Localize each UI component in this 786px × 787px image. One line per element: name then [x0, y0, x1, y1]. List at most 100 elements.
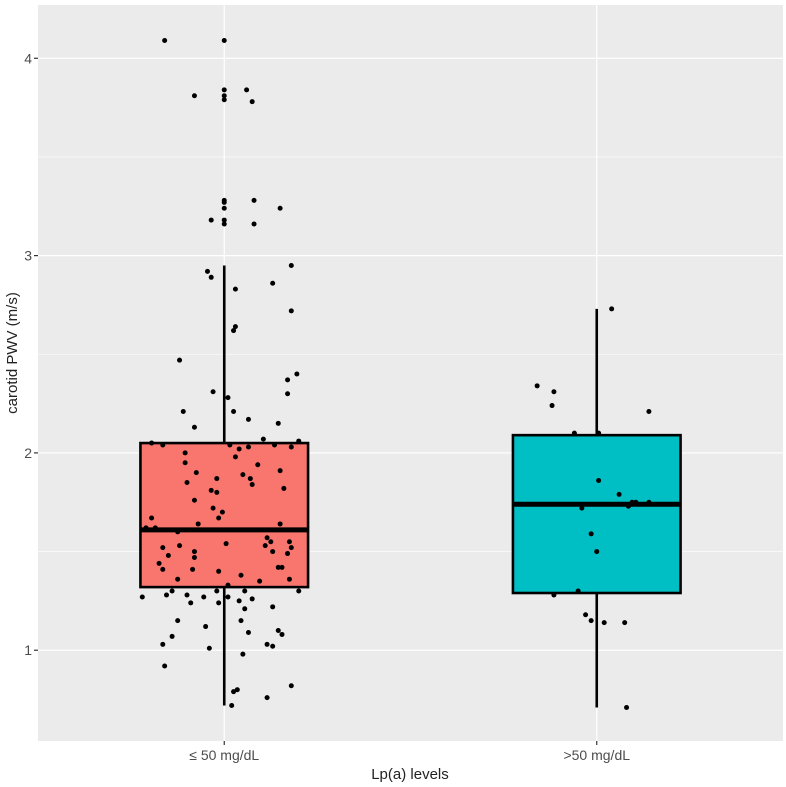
data-point — [160, 641, 166, 647]
data-point — [596, 478, 602, 484]
data-point — [219, 509, 225, 515]
data-point — [156, 560, 162, 566]
box-group — [511, 308, 682, 708]
data-point — [169, 633, 175, 639]
data-point — [191, 497, 197, 503]
data-point — [616, 491, 622, 497]
data-point — [579, 505, 585, 511]
data-point — [191, 554, 197, 560]
data-point — [270, 549, 276, 555]
data-point — [285, 391, 291, 397]
data-point — [191, 93, 197, 99]
data-point — [262, 543, 268, 549]
data-point — [296, 438, 302, 444]
data-point — [182, 460, 188, 466]
x-axis: ≤ 50 mg/dL >50 mg/dL — [189, 741, 630, 763]
data-point — [238, 618, 244, 624]
data-point — [191, 424, 197, 430]
data-point — [236, 598, 242, 604]
data-point — [288, 683, 294, 689]
data-point — [175, 529, 181, 535]
data-point — [229, 702, 235, 708]
data-point — [275, 564, 281, 570]
data-point — [216, 515, 222, 521]
data-point — [210, 505, 216, 511]
data-point — [232, 454, 238, 460]
data-point — [191, 549, 197, 555]
data-point — [175, 576, 181, 582]
data-point — [232, 324, 238, 330]
data-point — [277, 205, 283, 211]
data-point — [251, 197, 257, 203]
data-point — [260, 436, 266, 442]
data-point — [646, 408, 652, 414]
data-point — [625, 503, 631, 509]
data-point — [268, 539, 274, 545]
data-point — [184, 480, 190, 486]
data-point — [255, 462, 261, 468]
data-point — [231, 689, 237, 695]
data-point — [201, 594, 207, 600]
data-point — [594, 549, 600, 555]
data-point — [281, 485, 287, 491]
data-point — [629, 499, 635, 505]
data-point — [225, 395, 231, 401]
data-point — [162, 663, 168, 669]
data-point — [193, 470, 199, 476]
data-point — [221, 93, 227, 99]
y-tick-label: 4 — [24, 50, 32, 66]
data-point — [279, 564, 285, 570]
data-point — [551, 389, 557, 395]
data-point — [288, 444, 294, 450]
data-point — [240, 472, 246, 478]
data-point — [182, 450, 188, 456]
data-point — [214, 476, 220, 482]
data-point — [216, 568, 222, 574]
data-point — [286, 539, 292, 545]
data-point — [221, 38, 227, 44]
data-point — [264, 695, 270, 701]
data-point — [236, 446, 242, 452]
data-point — [575, 588, 581, 594]
box-layer — [139, 265, 682, 708]
data-point — [208, 274, 214, 280]
y-axis: 1 2 3 4 — [24, 50, 38, 658]
plot-panel — [38, 5, 783, 741]
data-point — [240, 651, 246, 657]
data-point — [216, 600, 222, 606]
data-point — [242, 588, 248, 594]
data-point — [208, 487, 214, 493]
data-point — [214, 489, 220, 495]
data-point — [277, 468, 283, 474]
data-point — [270, 604, 276, 610]
data-point — [234, 687, 240, 693]
data-point — [270, 643, 276, 649]
data-point — [221, 221, 227, 227]
data-point — [227, 442, 233, 448]
data-point — [247, 476, 253, 482]
data-point — [249, 99, 255, 105]
data-point — [221, 205, 227, 211]
data-point — [238, 572, 244, 578]
data-point — [184, 592, 190, 598]
data-point — [288, 545, 294, 551]
box-group — [139, 265, 310, 706]
data-point — [242, 606, 248, 612]
data-point — [149, 515, 155, 521]
data-point — [275, 628, 281, 634]
data-point — [646, 499, 652, 505]
data-point — [296, 588, 302, 594]
data-point — [609, 306, 615, 312]
data-point — [257, 578, 263, 584]
data-point — [270, 280, 276, 286]
data-point — [160, 566, 166, 572]
data-point — [231, 328, 237, 334]
data-point — [624, 704, 630, 710]
data-point — [190, 566, 196, 572]
data-point — [214, 588, 220, 594]
data-point — [249, 481, 255, 487]
box-iqr — [511, 433, 682, 595]
data-point — [633, 499, 639, 505]
data-point — [571, 430, 577, 436]
data-point — [588, 618, 594, 624]
